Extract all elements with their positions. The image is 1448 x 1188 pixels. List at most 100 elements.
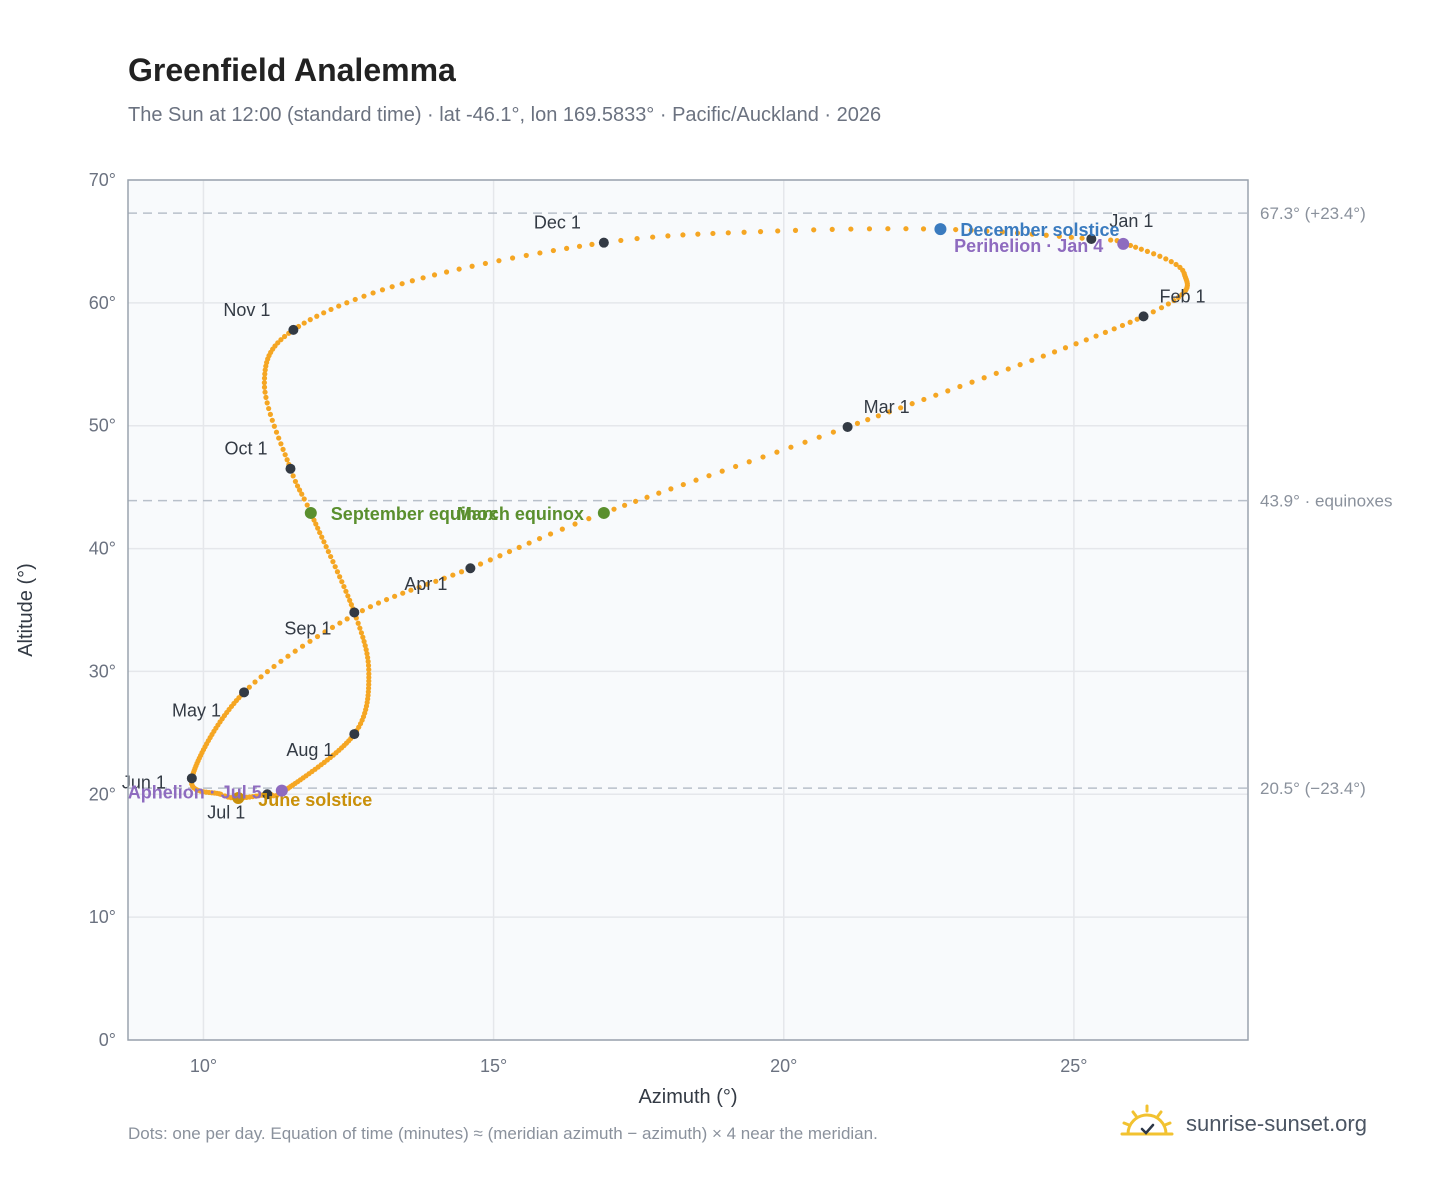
daily-dot [299,643,306,649]
daily-dot [262,389,268,395]
event-marker [934,223,947,236]
event-marker [275,784,288,797]
month-marker [1086,233,1097,244]
daily-dot [261,384,268,390]
month-marker-label: Nov 1 [223,300,270,320]
event-marker [1117,237,1130,250]
daily-dot [757,229,764,235]
daily-dot [656,490,662,496]
month-marker-label: Dec 1 [534,213,581,233]
daily-dot [370,290,376,296]
daily-dot [218,791,224,797]
month-marker [262,789,273,800]
daily-dot [359,608,365,614]
daily-dot [456,266,462,272]
daily-dot [509,255,516,261]
daily-dot [1171,297,1177,304]
daily-dot [830,429,836,435]
daily-dot [886,409,892,415]
daily-dot [920,226,927,232]
daily-dot [572,521,578,527]
daily-dot [343,588,349,594]
y-tick-label: 0° [99,1030,116,1050]
reference-line-label: 20.5° (−23.4°) [1260,779,1366,798]
daily-dot [622,502,628,508]
daily-dot [332,564,338,570]
daily-dot [328,306,334,313]
daily-dot [383,596,390,603]
daily-dot [547,531,554,537]
daily-dot [336,303,342,309]
y-tick-label: 50° [89,416,116,436]
daily-dot [269,417,275,423]
daily-dot [337,574,343,580]
footnote: Dots: one per day. Equation of time (min… [128,1124,878,1143]
daily-dot [733,463,739,470]
daily-dot [357,625,363,631]
daily-dot [363,647,369,653]
daily-dot [262,367,268,373]
daily-dot [1005,366,1011,372]
daily-dot [304,502,310,508]
daily-dot [968,227,974,233]
daily-dot [278,441,284,447]
daily-dot [981,375,987,381]
daily-dot [969,379,975,385]
brand-logo[interactable]: sunrise-sunset.org [1120,1102,1367,1146]
daily-dot [280,446,286,452]
daily-dot [344,300,350,306]
daily-dot [301,496,307,502]
y-axis-title: Altitude (°) [15,563,37,657]
daily-dot [364,650,370,657]
event-label: March equinox [457,504,584,524]
daily-dot [276,435,282,441]
month-marker [465,563,476,574]
daily-dot [487,557,493,563]
daily-dot [1102,329,1108,335]
daily-dot [829,226,835,233]
daily-dot [945,388,951,394]
daily-dot [355,620,361,626]
daily-dot [314,313,320,319]
daily-dot [760,454,766,460]
daily-dot [746,459,752,465]
daily-dot [993,370,999,376]
daily-dot [294,483,301,489]
daily-dot [1157,253,1163,259]
daily-dot [347,597,353,603]
daily-dot [816,434,822,440]
x-tick-label: 20° [770,1056,797,1076]
daily-dot [299,491,305,497]
daily-dot [266,405,272,412]
month-marker-label: Mar 1 [864,397,910,417]
daily-dot [526,540,532,546]
daily-dot [252,679,258,685]
daily-dot [576,243,583,249]
daily-dot [1043,232,1049,238]
daily-dot [344,616,350,622]
month-marker [349,607,360,618]
daily-dot [741,229,747,235]
daily-dot [1119,322,1126,329]
daily-dot [261,380,267,386]
event-marker [232,791,245,804]
daily-dot [267,411,273,417]
x-tick-label: 15° [480,1056,507,1076]
daily-dot [1062,345,1069,351]
daily-dot [1040,353,1046,359]
daily-dot [409,278,415,284]
daily-dot [984,228,990,234]
daily-dot [292,478,299,485]
daily-dot [313,521,319,527]
daily-dot [366,674,372,681]
daily-dot [482,260,489,267]
y-tick-label: 10° [89,907,116,927]
daily-dot [1173,261,1179,268]
daily-dot [246,684,252,690]
daily-dot [263,394,269,400]
month-marker-label: Sep 1 [284,618,331,638]
daily-dot [1029,357,1035,363]
daily-dot [537,250,543,256]
